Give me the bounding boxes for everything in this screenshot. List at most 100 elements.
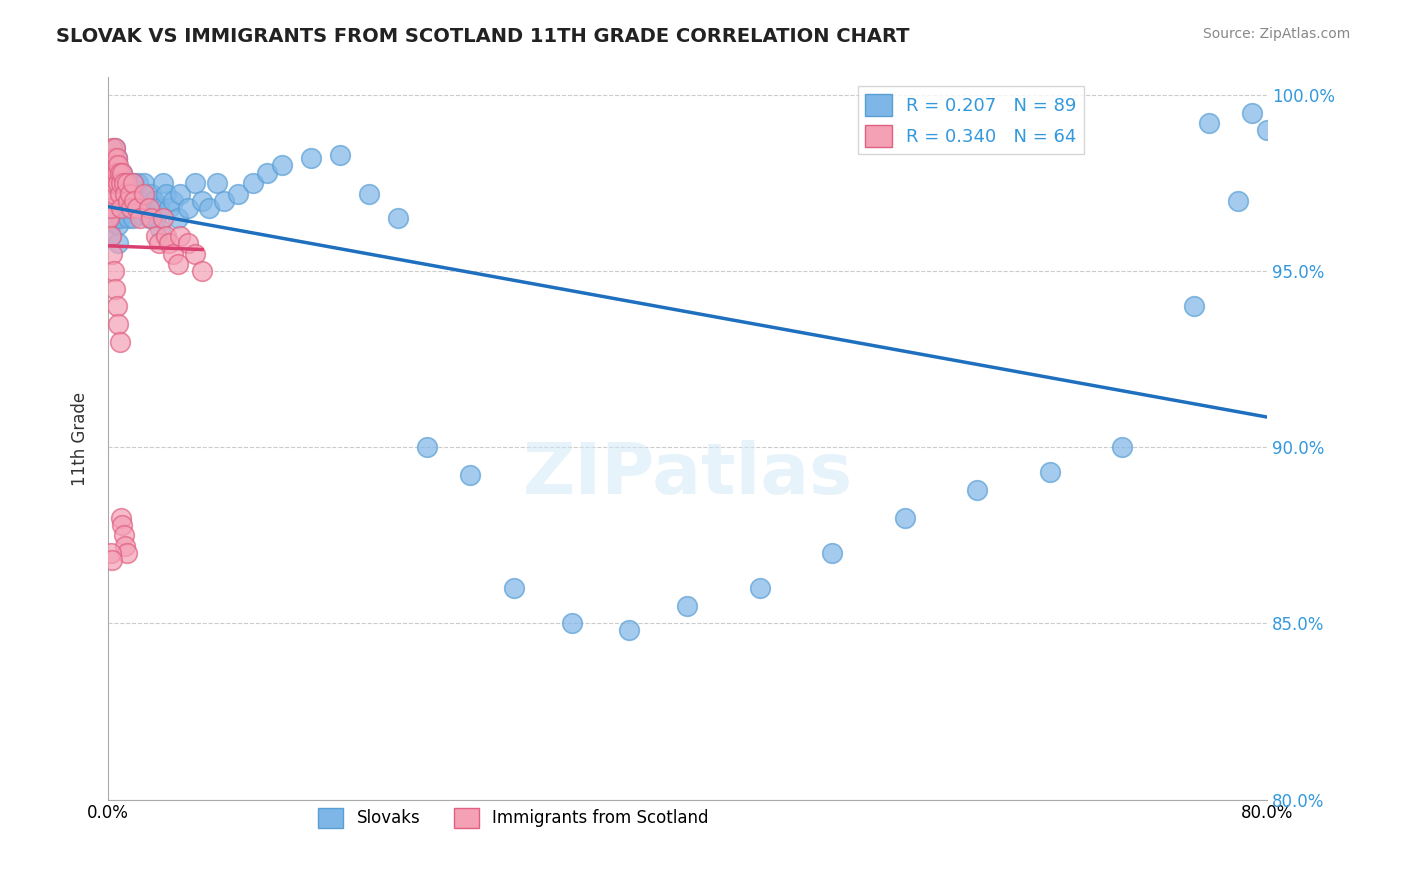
Point — [104, 282, 127, 296]
Point — [152, 176, 174, 190]
Point — [107, 235, 129, 250]
Point — [122, 194, 145, 208]
Point — [104, 176, 127, 190]
Point — [100, 229, 122, 244]
Point — [270, 159, 292, 173]
Point — [110, 186, 132, 201]
Point — [748, 581, 770, 595]
Text: SLOVAK VS IMMIGRANTS FROM SCOTLAND 11TH GRADE CORRELATION CHART: SLOVAK VS IMMIGRANTS FROM SCOTLAND 11TH … — [56, 27, 910, 45]
Point — [110, 176, 132, 190]
Point — [212, 194, 235, 208]
Point — [118, 176, 141, 190]
Point — [105, 152, 128, 166]
Point — [108, 211, 131, 226]
Point — [1241, 105, 1264, 120]
Point — [145, 211, 167, 226]
Point — [104, 141, 127, 155]
Point — [561, 616, 583, 631]
Point — [110, 201, 132, 215]
Point — [169, 186, 191, 201]
Point — [299, 152, 322, 166]
Point — [107, 159, 129, 173]
Point — [108, 334, 131, 349]
Point — [111, 165, 134, 179]
Point — [138, 201, 160, 215]
Point — [100, 546, 122, 560]
Point — [100, 176, 122, 190]
Point — [107, 201, 129, 215]
Point — [191, 194, 214, 208]
Point — [108, 165, 131, 179]
Point — [115, 201, 138, 215]
Point — [893, 510, 915, 524]
Point — [111, 165, 134, 179]
Point — [100, 159, 122, 173]
Point — [125, 201, 148, 215]
Point — [103, 264, 125, 278]
Point — [101, 246, 124, 260]
Text: Source: ZipAtlas.com: Source: ZipAtlas.com — [1202, 27, 1350, 41]
Point — [184, 246, 207, 260]
Point — [101, 165, 124, 179]
Point — [155, 186, 177, 201]
Point — [105, 165, 128, 179]
Point — [105, 299, 128, 313]
Point — [97, 194, 120, 208]
Point — [458, 468, 481, 483]
Point — [108, 186, 131, 201]
Point — [141, 211, 163, 226]
Point — [228, 186, 250, 201]
Point — [105, 152, 128, 166]
Point — [111, 183, 134, 197]
Point — [114, 176, 136, 190]
Point — [1039, 465, 1062, 479]
Point — [100, 186, 122, 201]
Point — [124, 186, 146, 201]
Point — [103, 194, 125, 208]
Point — [110, 510, 132, 524]
Point — [121, 211, 143, 226]
Point — [120, 194, 142, 208]
Point — [110, 201, 132, 215]
Point — [152, 211, 174, 226]
Point — [143, 194, 166, 208]
Point — [1256, 123, 1278, 137]
Point — [1184, 299, 1206, 313]
Point — [103, 186, 125, 201]
Point — [107, 317, 129, 331]
Point — [101, 159, 124, 173]
Point — [1111, 440, 1133, 454]
Point — [104, 159, 127, 173]
Point — [101, 183, 124, 197]
Point — [98, 186, 121, 201]
Point — [107, 219, 129, 233]
Point — [103, 152, 125, 166]
Point — [256, 165, 278, 179]
Point — [242, 176, 264, 190]
Point — [104, 194, 127, 208]
Point — [100, 201, 122, 215]
Point — [176, 201, 198, 215]
Point — [98, 211, 121, 226]
Point — [104, 141, 127, 155]
Point — [155, 229, 177, 244]
Point — [134, 186, 156, 201]
Point — [191, 264, 214, 278]
Point — [101, 176, 124, 190]
Point — [97, 211, 120, 226]
Point — [101, 141, 124, 155]
Point — [329, 148, 352, 162]
Point — [157, 201, 180, 215]
Point — [114, 186, 136, 201]
Point — [120, 201, 142, 215]
Point — [112, 528, 135, 542]
Point — [108, 176, 131, 190]
Point — [100, 229, 122, 244]
Point — [117, 194, 139, 208]
Point — [134, 176, 156, 190]
Point — [162, 246, 184, 260]
Point — [98, 201, 121, 215]
Point — [111, 517, 134, 532]
Point — [115, 546, 138, 560]
Point — [125, 201, 148, 215]
